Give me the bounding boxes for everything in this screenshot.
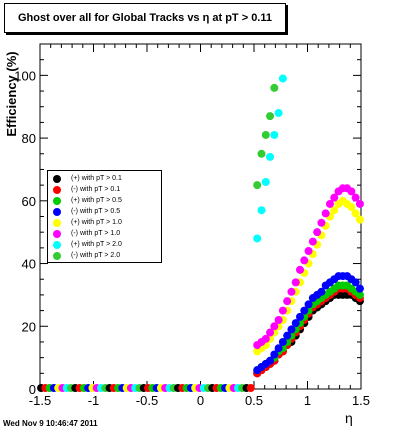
y-tick-label: 40 — [22, 257, 36, 272]
data-point — [296, 265, 305, 274]
data-point — [253, 181, 262, 190]
x-tick-label: -1.5 — [29, 393, 51, 408]
data-point — [330, 206, 339, 215]
data-point — [347, 203, 356, 212]
data-point — [304, 247, 313, 255]
data-point — [300, 256, 309, 265]
legend-label: (+) with pT > 2.0 — [71, 241, 122, 248]
legend-marker — [53, 230, 61, 238]
data-point — [283, 331, 292, 340]
chart-marks — [37, 74, 364, 392]
data-point — [317, 287, 326, 296]
data-point — [313, 228, 322, 237]
data-point — [261, 334, 270, 343]
legend-marker — [53, 208, 61, 216]
data-point — [296, 312, 305, 321]
data-point — [270, 130, 279, 139]
y-axis-label: Efficiency (%) — [4, 51, 19, 137]
data-point — [317, 218, 326, 227]
data-point — [283, 297, 292, 306]
data-point — [287, 287, 296, 296]
legend-marker — [53, 186, 61, 194]
data-point — [257, 149, 266, 158]
legend-label: (-) with pT > 2.0 — [71, 252, 121, 259]
data-point — [261, 130, 270, 139]
legend-item: (-) with pT > 2.0 — [48, 251, 160, 261]
data-point — [274, 316, 283, 324]
data-point — [351, 193, 360, 202]
legend-item: (+) with pT > 0.5 — [48, 196, 160, 206]
legend-marker — [53, 197, 61, 205]
legend-label: (-) with pT > 0.1 — [71, 186, 121, 193]
data-point — [287, 325, 296, 334]
data-point — [257, 206, 266, 215]
data-point — [266, 356, 275, 365]
data-point — [347, 187, 356, 196]
x-tick-label: 0 — [197, 393, 204, 408]
y-tick-label: 60 — [22, 194, 36, 209]
legend: (+) with pT > 0.1 (-) with pT > 0.1 (+) … — [47, 170, 162, 263]
data-point — [278, 74, 287, 83]
y-tick-label: 0 — [29, 382, 36, 397]
data-point — [308, 237, 317, 246]
x-axis-label: η — [345, 410, 353, 426]
x-tick-label: -1 — [88, 393, 100, 408]
data-point — [291, 278, 300, 287]
x-tick-label: 1.5 — [352, 393, 370, 408]
data-point — [270, 350, 279, 359]
baseline-point — [246, 384, 255, 392]
y-tick-label: 100 — [14, 68, 36, 83]
legend-item: (-) with pT > 0.1 — [48, 185, 160, 195]
timestamp: Wed Nov 9 10:46:47 2011 — [3, 419, 98, 428]
data-point — [270, 322, 279, 331]
legend-marker — [53, 175, 61, 183]
data-point — [278, 337, 287, 346]
legend-marker — [53, 241, 61, 249]
data-point — [351, 209, 360, 218]
data-point — [270, 83, 279, 92]
data-point — [351, 278, 360, 287]
data-point — [325, 199, 334, 208]
data-point — [266, 112, 275, 121]
data-point — [291, 319, 300, 328]
legend-label: (+) with pT > 0.5 — [71, 197, 122, 204]
legend-marker — [53, 252, 61, 260]
legend-label: (-) with pT > 0.5 — [71, 208, 121, 215]
data-point — [304, 300, 313, 309]
data-point — [274, 109, 283, 117]
data-point — [253, 234, 262, 243]
data-point — [278, 306, 287, 315]
data-point — [261, 178, 270, 186]
x-tick-label: 0.5 — [245, 393, 263, 408]
data-point — [355, 215, 364, 224]
legend-label: (+) with pT > 0.1 — [71, 175, 122, 182]
data-point — [274, 344, 283, 353]
data-point — [355, 199, 364, 208]
data-point — [300, 306, 309, 315]
legend-item: (-) with pT > 0.5 — [48, 207, 160, 217]
x-tick-label: -0.5 — [136, 393, 158, 408]
legend-label: (+) with pT > 1.0 — [71, 219, 122, 226]
legend-item: (+) with pT > 0.1 — [48, 174, 160, 184]
legend-item: (-) with pT > 1.0 — [48, 229, 160, 239]
data-point — [355, 290, 364, 299]
legend-marker — [53, 219, 61, 227]
legend-label: (-) with pT > 1.0 — [71, 230, 121, 237]
x-tick-label: 1 — [304, 393, 311, 408]
legend-item: (+) with pT > 2.0 — [48, 240, 160, 250]
data-point — [321, 209, 330, 218]
data-point — [266, 328, 275, 337]
data-point — [266, 152, 275, 161]
legend-item: (+) with pT > 1.0 — [48, 218, 160, 228]
chart-title: Ghost over all for Global Tracks vs η at… — [4, 3, 286, 33]
data-point — [330, 193, 339, 202]
data-point — [355, 284, 364, 293]
y-tick-label: 20 — [22, 319, 36, 334]
y-tick-label: 80 — [22, 131, 36, 146]
